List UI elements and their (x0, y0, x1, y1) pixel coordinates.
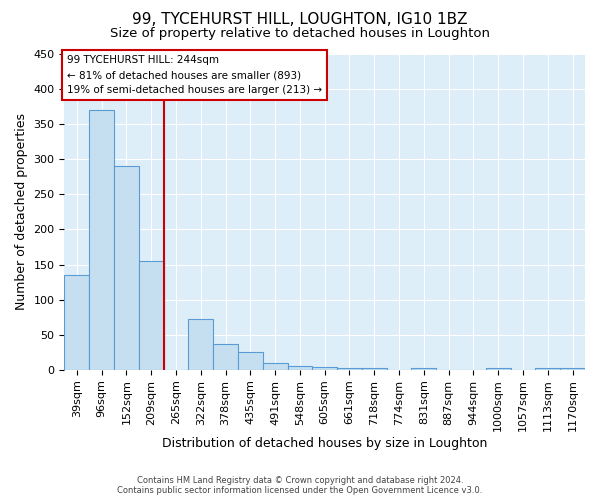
Bar (313, 367, 337, 370)
Bar (560, 368, 585, 370)
X-axis label: Distribution of detached houses by size in Loughton: Distribution of detached houses by size … (162, 437, 487, 450)
Text: Contains HM Land Registry data © Crown copyright and database right 2024.
Contai: Contains HM Land Registry data © Crown c… (118, 476, 482, 495)
Bar (535, 368, 560, 370)
Bar (238, 352, 263, 370)
Bar (64, 275, 89, 370)
Text: 99 TYCEHURST HILL: 244sqm
← 81% of detached houses are smaller (893)
19% of semi: 99 TYCEHURST HILL: 244sqm ← 81% of detac… (67, 56, 322, 95)
Bar (486, 368, 511, 370)
Text: 99, TYCEHURST HILL, LOUGHTON, IG10 1BZ: 99, TYCEHURST HILL, LOUGHTON, IG10 1BZ (132, 12, 468, 28)
Bar (139, 261, 164, 370)
Text: Size of property relative to detached houses in Loughton: Size of property relative to detached ho… (110, 28, 490, 40)
Bar (213, 344, 238, 370)
Bar (114, 166, 139, 370)
Bar (287, 366, 313, 370)
Y-axis label: Number of detached properties: Number of detached properties (15, 114, 28, 310)
Bar (188, 318, 213, 370)
Bar (362, 368, 386, 370)
Bar (412, 368, 436, 370)
Bar (89, 110, 114, 370)
Bar (263, 363, 287, 370)
Bar (337, 368, 362, 370)
